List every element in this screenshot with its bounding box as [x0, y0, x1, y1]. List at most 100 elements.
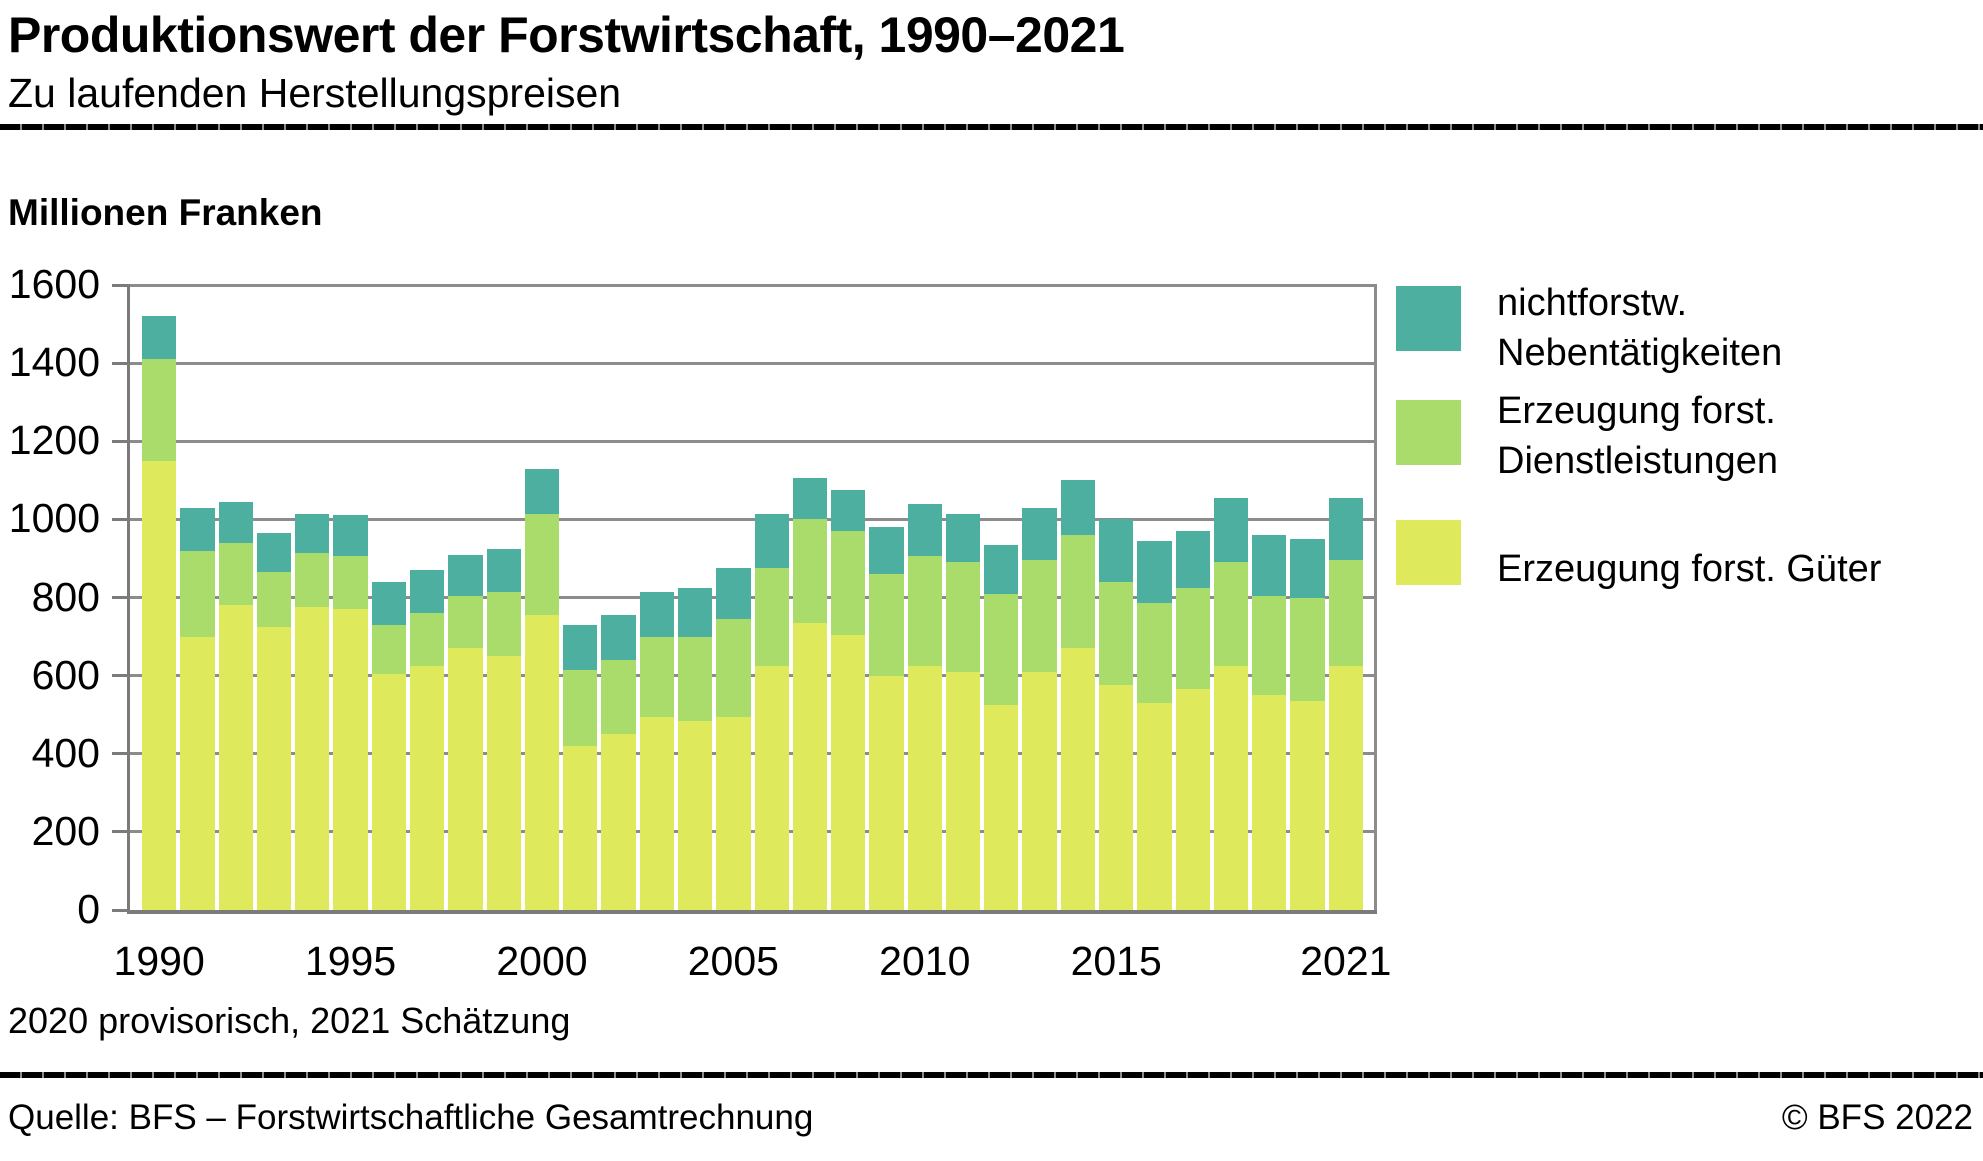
bar-segment-goods-2015	[1099, 685, 1134, 910]
bar-segment-goods-2011	[945, 671, 981, 910]
bar-segment-services-2003	[639, 636, 674, 717]
bar-segment-services-2018	[1213, 562, 1249, 666]
x-tick-label-1995: 1995	[304, 938, 397, 984]
bar-segment-secondary-1999	[486, 548, 521, 592]
gridline-600	[130, 674, 1377, 678]
y-tick-1600	[112, 283, 130, 287]
bar-segment-goods-2002	[601, 734, 636, 910]
y-tick-label-0: 0	[77, 886, 100, 932]
bar-segment-goods-2014	[1060, 648, 1096, 910]
bar-segment-goods-1994	[295, 607, 330, 910]
bar-segment-services-1997	[409, 613, 445, 666]
y-tick-label-800: 800	[31, 573, 100, 620]
y-tick-label-1000: 1000	[8, 495, 100, 542]
bar-segment-goods-2012	[984, 704, 1019, 910]
bar-segment-services-1991	[180, 550, 215, 637]
x-tick-label-2015: 2015	[1070, 938, 1162, 984]
bar-segment-goods-1990	[142, 460, 177, 910]
bar-segment-secondary-2007	[792, 478, 828, 520]
copyright: © BFS 2022	[1781, 1098, 1973, 1137]
bar-segment-services-2021	[1328, 560, 1363, 666]
bar-segment-secondary-2002	[601, 615, 636, 660]
bar-segment-secondary-1990	[142, 316, 177, 360]
y-tick-1200	[112, 439, 130, 443]
plot-area	[127, 283, 1377, 914]
bar-segment-services-1990	[142, 359, 177, 461]
footnote: 2020 provisorisch, 2021 Schätzung	[8, 1000, 571, 1041]
legend-label-secondary: nichtforstw. Nebentätigkeiten	[1497, 278, 1782, 378]
bar-segment-services-2017	[1175, 587, 1210, 690]
legend-label-line: Erzeugung forst. Güter	[1497, 548, 1882, 590]
bar-segment-secondary-2009	[869, 527, 904, 575]
bar-segment-secondary-2005	[716, 568, 751, 619]
y-axis: 0 200 400 600 800 1000 1200 1400 1600	[0, 264, 130, 930]
bar-segment-goods-1997	[409, 665, 445, 910]
bar-segment-goods-2019	[1252, 695, 1287, 910]
bar-segment-secondary-1994	[295, 513, 330, 553]
bar-segment-goods-1998	[448, 648, 483, 910]
bar-segment-services-2004	[677, 636, 713, 721]
bar-segment-goods-2001	[563, 745, 598, 910]
y-tick-400	[112, 752, 130, 756]
bar-segment-secondary-1992	[218, 501, 253, 543]
x-tick-label-2005: 2005	[687, 938, 779, 984]
y-tick-label-400: 400	[31, 729, 100, 776]
bar-segment-secondary-2013	[1022, 507, 1057, 561]
x-tick-label-2000: 2000	[496, 938, 588, 984]
gridline-800	[130, 596, 1377, 599]
bar-segment-goods-2004	[677, 720, 713, 910]
bar-segment-secondary-2001	[563, 624, 598, 670]
legend-label-line: nichtforstw.	[1497, 282, 1688, 324]
bar-segment-services-2008	[831, 531, 866, 635]
bar-segment-services-2016	[1137, 603, 1172, 703]
bar-segment-services-2001	[563, 669, 598, 746]
bar-segment-secondary-2020	[1290, 538, 1325, 598]
bar-segment-goods-2018	[1213, 665, 1249, 910]
bar-segment-goods-1993	[256, 626, 292, 910]
bar-segment-services-2020	[1290, 597, 1325, 702]
gridline-1000	[130, 517, 1377, 521]
legend-item-secondary: nichtforstw. Nebentätigkeiten	[1396, 278, 1782, 378]
page-title: Produktionswert der Forstwirtschaft, 199…	[8, 7, 1125, 63]
bar-segment-secondary-2003	[639, 591, 674, 637]
y-tick-1400	[112, 361, 130, 365]
bar-segment-services-2014	[1060, 535, 1096, 649]
bar-segment-secondary-1991	[180, 507, 215, 551]
bar-segment-services-1994	[295, 552, 330, 608]
gridline-1400	[130, 361, 1377, 365]
bar-segment-goods-1995	[333, 609, 368, 910]
bar-segment-goods-2020	[1290, 701, 1325, 910]
x-axis: 1990 1995 2000 2005 2010 2015 2021	[114, 914, 1392, 994]
bar-segment-services-2013	[1022, 560, 1057, 672]
y-tick-600	[112, 674, 130, 678]
bar-segment-goods-2005	[716, 716, 751, 910]
bar-segment-secondary-2006	[754, 513, 789, 569]
bar-segment-services-2019	[1252, 595, 1287, 696]
bar-segment-goods-2003	[639, 716, 674, 910]
x-tick-label-2010: 2010	[879, 938, 971, 984]
y-axis-title: Millionen Franken	[8, 192, 323, 233]
bar-segment-services-1995	[333, 556, 368, 610]
legend-swatch-goods	[1396, 520, 1461, 585]
gridline-1200	[130, 439, 1377, 443]
bar-segment-goods-2021	[1328, 665, 1363, 910]
legend-swatch-services	[1396, 400, 1461, 465]
bar-segment-services-1998	[448, 595, 483, 649]
x-axis-line	[127, 910, 1377, 914]
legend-label-line: Dienstleistungen	[1497, 440, 1778, 482]
y-tick-label-1400: 1400	[8, 339, 100, 386]
y-tick-label-600: 600	[31, 651, 100, 698]
bar-segment-secondary-2019	[1252, 535, 1287, 596]
bar-segment-services-2000	[524, 513, 560, 616]
y-tick-0	[112, 908, 130, 912]
bar-segment-services-1993	[256, 572, 292, 627]
bar-segment-goods-2010	[907, 665, 942, 910]
source: Quelle: BFS – Forstwirtschaftliche Gesam…	[8, 1098, 814, 1137]
source-bar: Quelle: BFS – Forstwirtschaftliche Gesam…	[8, 1098, 1973, 1138]
y-axis-line	[127, 285, 130, 914]
bar-segment-goods-2013	[1022, 671, 1057, 910]
bar-segment-secondary-2000	[524, 468, 560, 514]
legend: nichtforstw. Nebentätigkeiten Erzeugung fo…	[1396, 0, 1956, 700]
legend-label-services: Erzeugung forst. Dienstleistungen	[1497, 386, 1778, 486]
y-tick-200	[112, 830, 130, 834]
